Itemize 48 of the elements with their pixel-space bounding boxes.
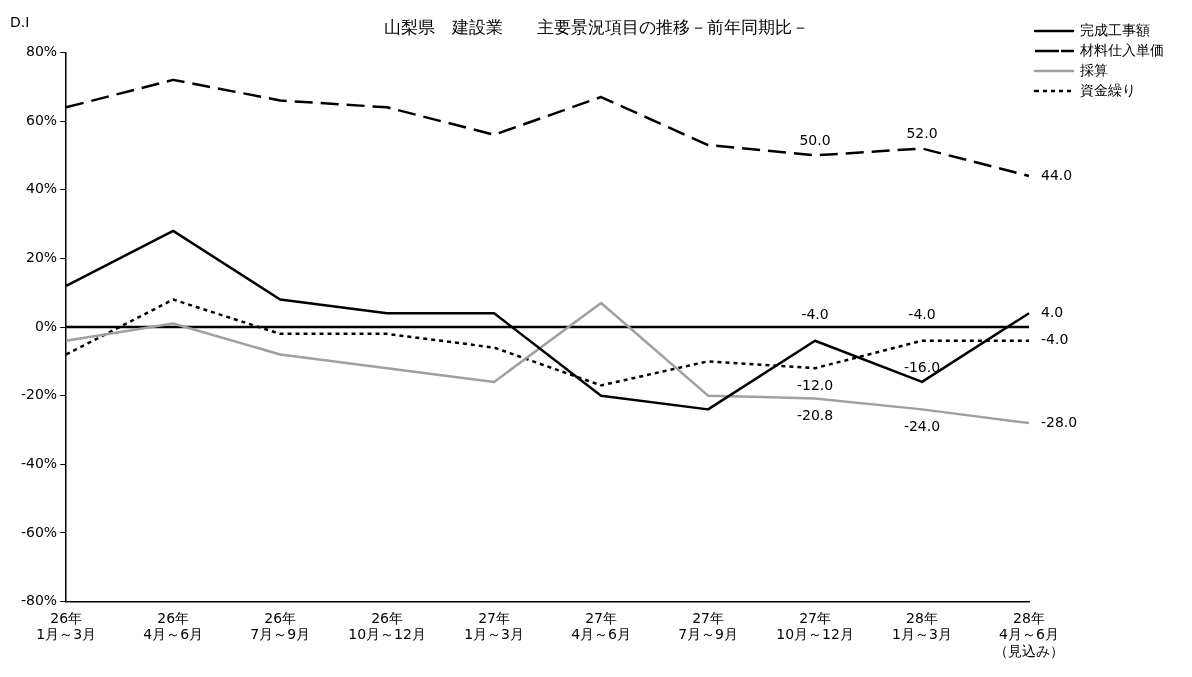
y-axis-title: D.I — [10, 14, 30, 31]
category-label: 27年 — [585, 609, 617, 626]
category-label: 26年 — [50, 609, 83, 626]
category-label: 7月～9月 — [678, 626, 738, 643]
data-label: 50.0 — [799, 132, 831, 149]
y-tick-label: -40% — [21, 454, 58, 471]
category-label: 1月～3月 — [464, 626, 525, 643]
data-label: -4.0 — [801, 305, 829, 322]
category-label: 26年 — [264, 609, 297, 626]
y-tick-label: -80% — [21, 592, 58, 609]
legend-label: 資金繰り — [1080, 81, 1136, 98]
data-label: -20.8 — [796, 407, 834, 424]
y-tick-label: 60% — [26, 111, 58, 128]
category-label: 10月～12月 — [776, 626, 854, 643]
category-label: 4月～6月 — [143, 626, 204, 643]
category-label: 10月～12月 — [348, 626, 426, 643]
category-label: 1月～3月 — [892, 626, 952, 643]
category-label: 27年 — [478, 609, 511, 626]
y-tick-label: 20% — [26, 248, 58, 265]
category-label: 26年 — [157, 609, 190, 626]
y-tick-label: 80% — [26, 43, 58, 60]
data-label: -24.0 — [903, 418, 941, 435]
legend-label: 完成工事額 — [1080, 21, 1150, 38]
category-label: 7月～9月 — [250, 626, 311, 643]
category-label: 4月～6月 — [571, 626, 631, 643]
category-label: 1月～3月 — [36, 626, 97, 643]
category-label: 28年 — [1013, 609, 1045, 626]
data-label: -28.0 — [1041, 413, 1078, 430]
y-tick-label: 40% — [26, 180, 58, 197]
data-label: 4.0 — [1041, 303, 1064, 320]
legend-label: 採算 — [1080, 61, 1108, 78]
y-tick-label: -60% — [21, 523, 58, 540]
data-label: 52.0 — [906, 125, 938, 142]
data-label: -4.0 — [1041, 331, 1069, 348]
data-label: 44.0 — [1041, 166, 1073, 183]
legend-label: 材料仕入単価 — [1079, 41, 1164, 58]
chart-title: 山梨県 建設業 主要景況項目の推移－前年同期比－ — [383, 16, 809, 37]
category-label: 27年 — [692, 609, 724, 626]
y-tick-label: -20% — [21, 386, 58, 403]
category-label: （見込み） — [994, 643, 1064, 660]
category-label: 26年 — [371, 609, 404, 626]
data-label: -4.0 — [908, 305, 936, 322]
y-tick-label: 0% — [34, 317, 58, 334]
data-label: -12.0 — [796, 376, 834, 393]
category-label: 27年 — [799, 609, 831, 626]
data-label: -16.0 — [903, 358, 941, 375]
category-label: 4月～6月 — [999, 626, 1059, 643]
category-label: 28年 — [906, 609, 938, 626]
